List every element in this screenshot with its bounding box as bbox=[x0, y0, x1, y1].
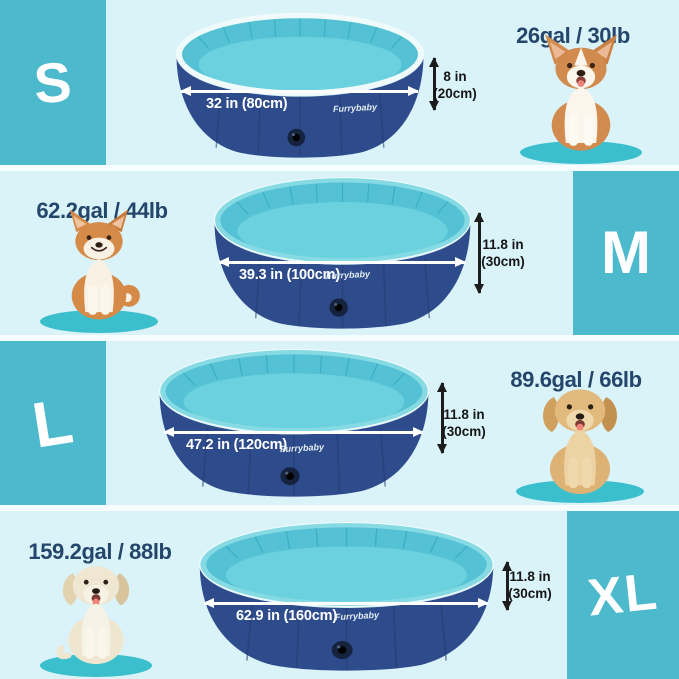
pool-large: 47.2 in (120cm) Furrybaby 11.8 in (30cm) bbox=[158, 348, 486, 497]
pool-illustration bbox=[159, 348, 429, 497]
drain-plug bbox=[280, 467, 300, 486]
diameter-arrow bbox=[164, 431, 423, 434]
diameter-label: 32 in (80cm) bbox=[206, 96, 288, 112]
corgi-photo bbox=[520, 24, 642, 164]
height-label: 11.8 in (30cm) bbox=[502, 569, 558, 603]
diameter-arrow bbox=[181, 90, 418, 93]
size-badge-l: L bbox=[0, 341, 106, 505]
diameter-label: 39.3 in (100cm) bbox=[239, 267, 340, 283]
capacity-label: 62.2gal / 44lb bbox=[36, 198, 168, 224]
height-arrow bbox=[506, 562, 509, 610]
corgi-illustration bbox=[545, 34, 617, 151]
height-inches: 11.8 in bbox=[443, 407, 485, 422]
size-letter: XL bbox=[584, 562, 662, 628]
size-letter: M bbox=[601, 219, 651, 286]
pool-illustration bbox=[213, 176, 472, 329]
mat-ellipse bbox=[40, 654, 152, 677]
height-cm: (20cm) bbox=[433, 85, 477, 101]
height-cm: (30cm) bbox=[481, 253, 525, 269]
size-row-m: 62.2gal / 44lb bbox=[0, 171, 679, 335]
size-letter: L bbox=[28, 384, 78, 462]
diameter-arrow bbox=[204, 602, 488, 605]
drain-plug bbox=[331, 641, 353, 659]
diameter-label: 47.2 in (120cm) bbox=[186, 437, 287, 453]
pool-xlarge: 62.9 in (160cm) Furrybaby 11.8 in (30cm) bbox=[198, 521, 552, 671]
shiba-photo bbox=[40, 199, 158, 333]
diameter-label: 62.9 in (160cm) bbox=[236, 608, 337, 624]
height-label: 11.8 in (30cm) bbox=[436, 407, 492, 441]
pool-small: 32 in (80cm) Furrybaby 8 in (20cm) bbox=[175, 12, 477, 158]
mat-ellipse bbox=[520, 141, 642, 164]
size-badge-s: S bbox=[0, 0, 106, 165]
size-row-l: L 47.2 in (120cm) Furrybaby 11.8 in (30c… bbox=[0, 341, 679, 505]
golden-retriever-photo bbox=[516, 367, 644, 503]
height-inches: 8 in bbox=[443, 69, 467, 84]
pool-medium: 39.3 in (100cm) Furrybaby 11.8 in (30cm) bbox=[213, 176, 525, 329]
labrador-photo bbox=[40, 543, 152, 677]
height-inches: 11.8 in bbox=[482, 237, 524, 252]
labrador-illustration bbox=[56, 566, 130, 665]
drain-plug bbox=[329, 298, 348, 317]
height-label: 8 in (20cm) bbox=[427, 69, 483, 103]
size-badge-xl: XL bbox=[567, 511, 679, 679]
mat-ellipse bbox=[40, 310, 158, 333]
diameter-arrow bbox=[219, 261, 465, 264]
height-inches: 11.8 in bbox=[509, 569, 551, 584]
size-row-s: S 32 in (80cm) Furrybaby 8 in (20cm) bbox=[0, 0, 679, 165]
height-arrow bbox=[433, 58, 436, 110]
height-label: 11.8 in (30cm) bbox=[475, 237, 531, 271]
size-letter: S bbox=[32, 49, 74, 115]
size-badge-m: M bbox=[573, 171, 679, 335]
golden-retriever-illustration bbox=[543, 389, 617, 495]
drain-plug bbox=[287, 128, 306, 147]
height-arrow bbox=[441, 383, 444, 453]
height-cm: (30cm) bbox=[442, 423, 486, 439]
pool-illustration bbox=[175, 12, 425, 158]
capacity-label: 159.2gal / 88lb bbox=[28, 539, 172, 565]
size-row-xl: 159.2gal / 88lb bbox=[0, 511, 679, 679]
shiba-inu-illustration bbox=[69, 209, 140, 320]
capacity-label: 89.6gal / 66lb bbox=[510, 367, 642, 393]
height-arrow bbox=[478, 213, 481, 293]
height-cm: (30cm) bbox=[508, 585, 552, 601]
pool-illustration bbox=[199, 521, 494, 671]
